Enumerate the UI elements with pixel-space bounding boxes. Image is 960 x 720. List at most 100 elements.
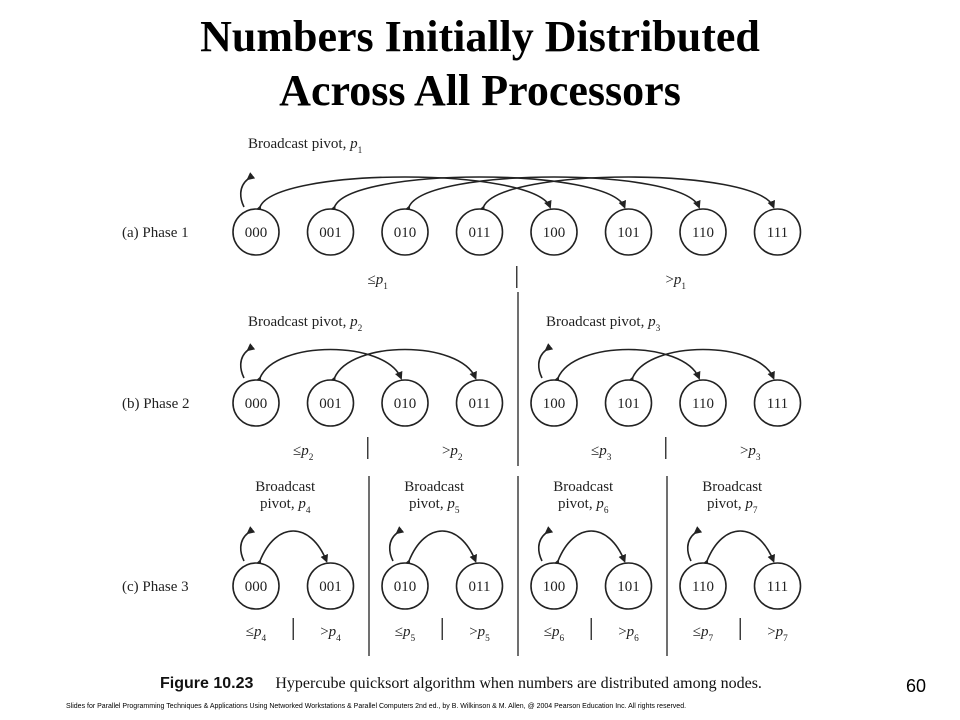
partition-gt-label: >p5 bbox=[469, 624, 490, 644]
figure-caption: Figure 10.23 Hypercube quicksort algorit… bbox=[160, 675, 762, 693]
exchange-arc bbox=[552, 530, 626, 569]
partition-le-label: ≤p4 bbox=[246, 624, 267, 644]
processor-node-label: 011 bbox=[469, 396, 491, 412]
exchange-arc bbox=[477, 176, 775, 215]
processor-node-label: 101 bbox=[617, 396, 640, 412]
figure-caption-text: Hypercube quicksort algorithm when numbe… bbox=[275, 675, 762, 692]
phase-label: (c) Phase 3 bbox=[122, 579, 189, 595]
processor-node-label: 010 bbox=[394, 579, 417, 595]
processor-node bbox=[604, 562, 653, 610]
broadcast-arrow bbox=[239, 172, 256, 208]
exchange-arc bbox=[551, 348, 701, 386]
processor-node bbox=[530, 208, 578, 256]
broadcast-label-line1: Broadcast bbox=[553, 479, 614, 495]
footer-credit: Slides for Parallel Programming Techniqu… bbox=[66, 703, 687, 710]
processor-node-label: 011 bbox=[469, 579, 491, 595]
partition-gt-label: >p2 bbox=[442, 443, 463, 463]
processor-node bbox=[530, 379, 578, 427]
processor-node bbox=[381, 379, 429, 427]
broadcast-label-line1: Broadcast bbox=[702, 479, 763, 495]
processor-node bbox=[232, 379, 280, 427]
partition-le-label: ≤p3 bbox=[591, 443, 612, 463]
broadcast-label-line1: Broadcast bbox=[255, 479, 316, 495]
slide-title: Numbers Initially Distributed Across All… bbox=[0, 10, 960, 118]
processor-node bbox=[679, 562, 727, 610]
processor-node bbox=[455, 208, 504, 256]
processor-node bbox=[753, 208, 802, 256]
broadcast-arrow bbox=[239, 343, 256, 379]
exchange-arc bbox=[403, 530, 477, 569]
processor-node bbox=[530, 562, 578, 610]
processor-node bbox=[455, 379, 504, 427]
exchange-arc bbox=[403, 176, 701, 215]
title-line-2: Across All Processors bbox=[279, 66, 681, 115]
processor-node bbox=[306, 379, 355, 427]
broadcast-arrow bbox=[388, 526, 405, 562]
processor-node-label: 111 bbox=[767, 579, 788, 595]
processor-node bbox=[753, 562, 802, 610]
processor-node-label: 101 bbox=[617, 225, 640, 241]
processor-node bbox=[604, 379, 653, 427]
processor-node bbox=[306, 562, 355, 610]
processor-node-label: 110 bbox=[692, 396, 714, 412]
figure-label: Figure 10.23 bbox=[160, 675, 254, 692]
processor-node bbox=[232, 208, 280, 256]
broadcast-label-line2: pivot, p6 bbox=[558, 496, 609, 516]
broadcast-label-line2: pivot, p7 bbox=[707, 496, 758, 516]
processor-node-label: 111 bbox=[767, 225, 788, 241]
processor-node bbox=[679, 379, 727, 427]
processor-node-label: 100 bbox=[543, 396, 566, 412]
processor-node-label: 000 bbox=[245, 225, 268, 241]
partition-le-label: ≤p7 bbox=[693, 624, 714, 644]
exchange-arc bbox=[701, 530, 775, 569]
page-number: 60 bbox=[905, 676, 926, 696]
processor-node-label: 001 bbox=[319, 225, 342, 241]
exchange-arc bbox=[254, 176, 552, 215]
partition-gt-label: >p6 bbox=[618, 624, 639, 644]
processor-node bbox=[604, 208, 653, 256]
processor-node-label: 010 bbox=[394, 225, 417, 241]
phase-label: (a) Phase 1 bbox=[122, 225, 189, 241]
partition-le-label: ≤p1 bbox=[368, 272, 389, 292]
partition-gt-label: >p3 bbox=[740, 443, 761, 463]
phase-label: (b) Phase 2 bbox=[122, 396, 190, 412]
processor-node bbox=[381, 208, 429, 256]
partition-le-label: ≤p6 bbox=[544, 624, 565, 644]
processor-node-label: 110 bbox=[692, 225, 714, 241]
processor-node-label: 111 bbox=[767, 396, 788, 412]
processor-node bbox=[232, 562, 280, 610]
processor-node-label: 000 bbox=[245, 396, 268, 412]
processor-node-label: 000 bbox=[245, 579, 268, 595]
broadcast-label-line2: pivot, p4 bbox=[260, 496, 311, 516]
processor-node-label: 110 bbox=[692, 579, 714, 595]
processor-node bbox=[455, 562, 504, 610]
processor-node bbox=[381, 562, 429, 610]
partition-gt-label: >p4 bbox=[320, 624, 341, 644]
processor-node bbox=[306, 208, 355, 256]
processor-node-label: 001 bbox=[319, 579, 342, 595]
processor-node-label: 011 bbox=[469, 225, 491, 241]
broadcast-label-line1: Broadcast bbox=[404, 479, 465, 495]
broadcast-label: Broadcast pivot, p3 bbox=[546, 314, 661, 334]
partition-gt-label: >p7 bbox=[767, 624, 788, 644]
exchange-arc bbox=[253, 348, 403, 386]
exchange-arc bbox=[254, 530, 328, 569]
processor-node bbox=[753, 379, 802, 427]
broadcast-arrow bbox=[537, 526, 554, 562]
broadcast-arrow bbox=[239, 526, 256, 562]
processor-node-label: 100 bbox=[543, 579, 566, 595]
broadcast-arrow bbox=[537, 343, 554, 379]
processor-node-label: 010 bbox=[394, 396, 417, 412]
processor-node-label: 001 bbox=[319, 396, 342, 412]
processor-node bbox=[679, 208, 727, 256]
partition-gt-label: >p1 bbox=[665, 272, 686, 292]
broadcast-label: Broadcast pivot, p2 bbox=[248, 314, 363, 334]
title-line-1: Numbers Initially Distributed bbox=[200, 12, 760, 61]
broadcast-arrow bbox=[686, 526, 703, 562]
partition-le-label: ≤p2 bbox=[293, 443, 314, 463]
partition-le-label: ≤p5 bbox=[395, 624, 416, 644]
exchange-arc bbox=[328, 176, 626, 215]
broadcast-label-line2: pivot, p5 bbox=[409, 496, 460, 516]
exchange-arc bbox=[626, 348, 775, 386]
